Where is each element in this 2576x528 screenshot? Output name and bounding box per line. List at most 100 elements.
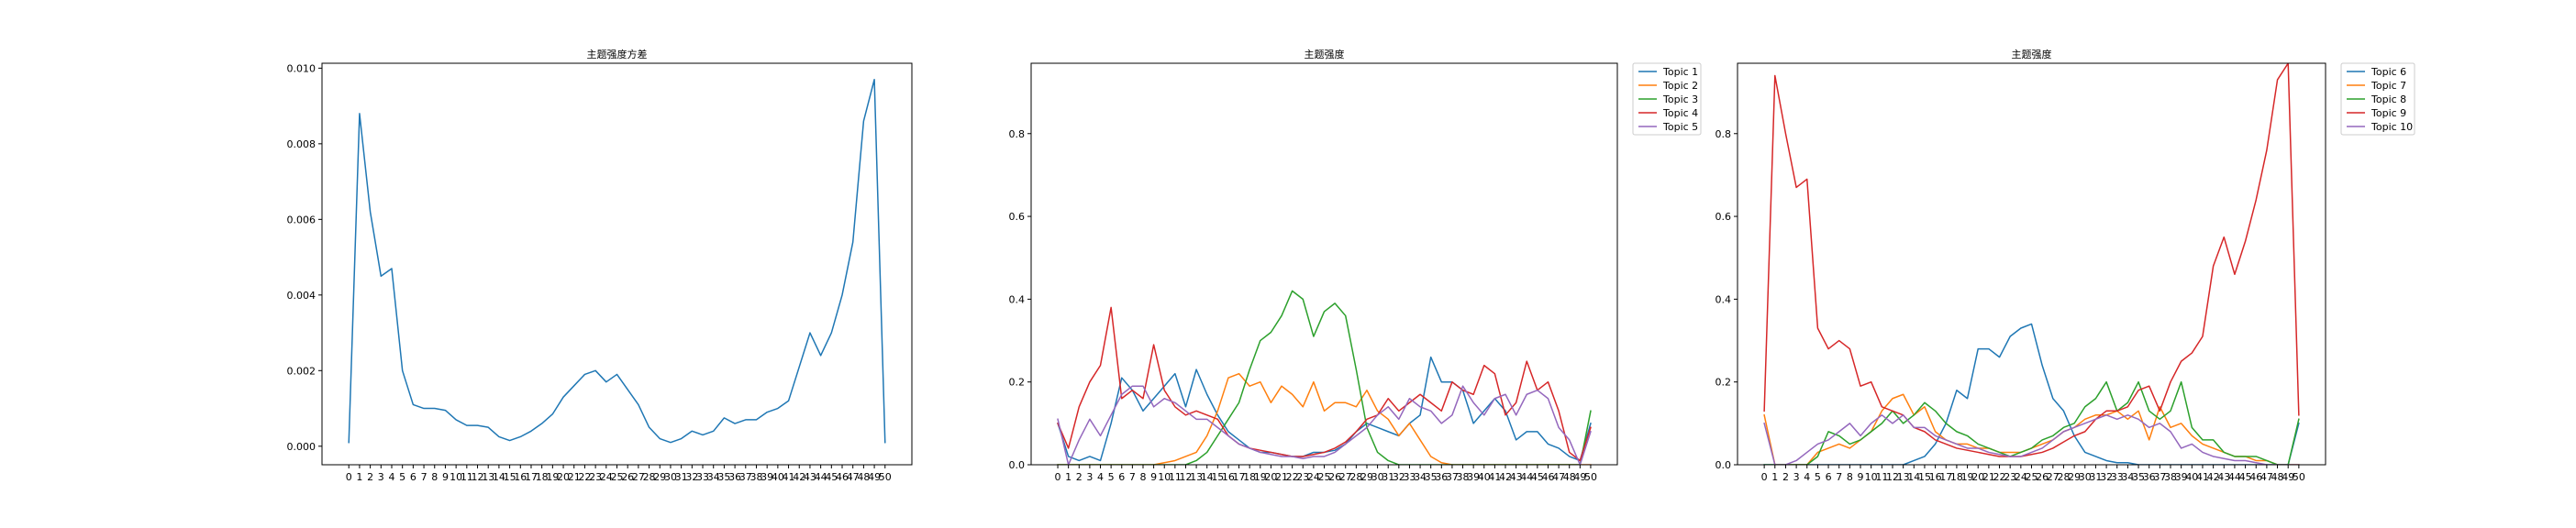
x-tick-label: 36 (2143, 471, 2156, 483)
x-tick-label: 47 (1552, 471, 1565, 483)
x-tick-label: 16 (1222, 471, 1235, 483)
x-tick-label: 41 (2196, 471, 2209, 483)
x-tick-label: 31 (675, 471, 688, 483)
legend-label: Topic 4 (1662, 107, 1698, 119)
x-tick-label: 31 (1382, 471, 1394, 483)
x-tick-label: 20 (1264, 471, 1277, 483)
x-tick-label: 4 (1804, 471, 1810, 483)
x-tick-label: 40 (772, 471, 784, 483)
x-tick-label: 13 (1190, 471, 1203, 483)
x-tick-label: 15 (1918, 471, 1931, 483)
y-tick-label: 0.010 (287, 62, 316, 74)
x-tick-label: 0 (346, 471, 352, 483)
x-tick-label: 28 (2057, 471, 2070, 483)
series-line-topic-9 (1763, 63, 2300, 457)
x-tick-label: 16 (514, 471, 527, 483)
x-tick-label: 18 (1950, 471, 1963, 483)
x-tick-label: 11 (461, 471, 473, 483)
x-tick-label: 33 (2111, 471, 2124, 483)
x-tick-label: 18 (536, 471, 549, 483)
legend-frame (1632, 62, 1702, 136)
y-tick-label: 0.6 (1715, 211, 1732, 223)
y-tick-label: 0.0 (1715, 459, 1732, 471)
x-tick-label: 20 (557, 471, 570, 483)
x-tick-label: 30 (664, 471, 677, 483)
x-tick-label: 37 (1446, 471, 1459, 483)
x-tick-label: 36 (1435, 471, 1448, 483)
x-tick-label: 10 (450, 471, 462, 483)
x-tick-label: 33 (1403, 471, 1416, 483)
x-tick-label: 21 (1982, 471, 1995, 483)
x-tick-label: 14 (1201, 471, 1214, 483)
x-tick-label: 44 (815, 471, 827, 483)
x-tick-label: 0 (1761, 471, 1768, 483)
x-tick-label: 35 (2132, 471, 2145, 483)
x-tick-label: 40 (1478, 471, 1491, 483)
x-tick-label: 6 (1826, 471, 1832, 483)
x-tick-label: 49 (2282, 471, 2294, 483)
x-tick-label: 45 (1531, 471, 1544, 483)
x-tick-label: 12 (1179, 471, 1192, 483)
x-tick-label: 23 (2004, 471, 2016, 483)
x-tick-label: 48 (857, 471, 870, 483)
x-tick-label: 34 (2121, 471, 2134, 483)
x-tick-label: 49 (868, 471, 881, 483)
x-tick-label: 47 (847, 471, 860, 483)
x-tick-label: 29 (653, 471, 666, 483)
y-tick-label: 0.4 (1715, 293, 1732, 305)
x-tick-label: 1 (356, 471, 362, 483)
chart-variance: 主题强度方差 0 1 2 3 4 5 6 7 8 9 10111213141516171819202… (287, 48, 913, 483)
x-tick-label: 35 (717, 471, 730, 483)
x-tick-label: 4 (388, 471, 394, 483)
x-tick-label: 5 (399, 471, 405, 483)
x-tick-label: 3 (1086, 471, 1093, 483)
x-tick-label: 48 (1563, 471, 1576, 483)
x-tick-label: 13 (1897, 471, 1910, 483)
y-tick-label: 0.2 (1715, 377, 1732, 389)
legend-label: Topic 9 (2371, 107, 2406, 119)
x-tick-label: 17 (1939, 471, 1952, 483)
x-tick-label: 29 (2068, 471, 2081, 483)
x-tick-label: 49 (1573, 471, 1586, 483)
plot-area: 0 1 2 3 4 5 6 7 8 9 101112131415161718192021222324… (1715, 63, 2305, 483)
axes-frame (1737, 62, 2326, 466)
legend-label: Topic 7 (2371, 80, 2406, 92)
x-tick-label: 30 (2079, 471, 2092, 483)
x-tick-label: 32 (1393, 471, 1405, 483)
x-tick-label: 22 (578, 471, 591, 483)
x-tick-label: 10 (1865, 471, 1878, 483)
x-tick-label: 3 (378, 471, 384, 483)
series-line-topic-2 (1057, 372, 1592, 465)
series-line-topic-10 (1763, 414, 2300, 465)
x-tick-label: 7 (1129, 471, 1136, 483)
legend: Topic 1 Topic 2 Topic 3 Topic 4 Topic 5 (1632, 62, 1702, 136)
x-tick-label: 48 (2271, 471, 2284, 483)
x-tick-label: 22 (1286, 471, 1299, 483)
x-tick-label: 21 (568, 471, 581, 483)
x-tick-label: 0 (1055, 471, 1061, 483)
chart-topics-1-5: 主题强度 0 1 2 3 4 5 6 7 8 9 1011121314151617181920212… (1009, 48, 1702, 483)
x-tick-label: 14 (493, 471, 505, 483)
x-tick-label: 2 (1076, 471, 1083, 483)
chart-title: 主题强度 (2012, 48, 2052, 60)
x-tick-label: 16 (1929, 471, 1942, 483)
y-tick-label: 0.002 (287, 365, 316, 377)
x-tick-label: 45 (825, 471, 838, 483)
x-tick-label: 34 (707, 471, 720, 483)
x-tick-label: 36 (728, 471, 741, 483)
series-group (1057, 290, 1592, 465)
x-tick-label: 7 (421, 471, 427, 483)
x-tick-label: 17 (525, 471, 538, 483)
x-tick-label: 33 (696, 471, 709, 483)
legend-label: Topic 5 (1662, 121, 1698, 133)
x-tick-label: 32 (2100, 471, 2113, 483)
x-tick-label: 39 (2175, 471, 2188, 483)
y-tick-label: 0.2 (1009, 377, 1026, 389)
y-tick-label: 0.8 (1009, 128, 1026, 140)
y-tick-label: 0.0 (1009, 459, 1026, 471)
x-tick-label: 44 (1520, 471, 1533, 483)
x-tick-label: 2 (1782, 471, 1789, 483)
x-tick-label: 11 (1875, 471, 1888, 483)
x-tick-label: 26 (1328, 471, 1341, 483)
